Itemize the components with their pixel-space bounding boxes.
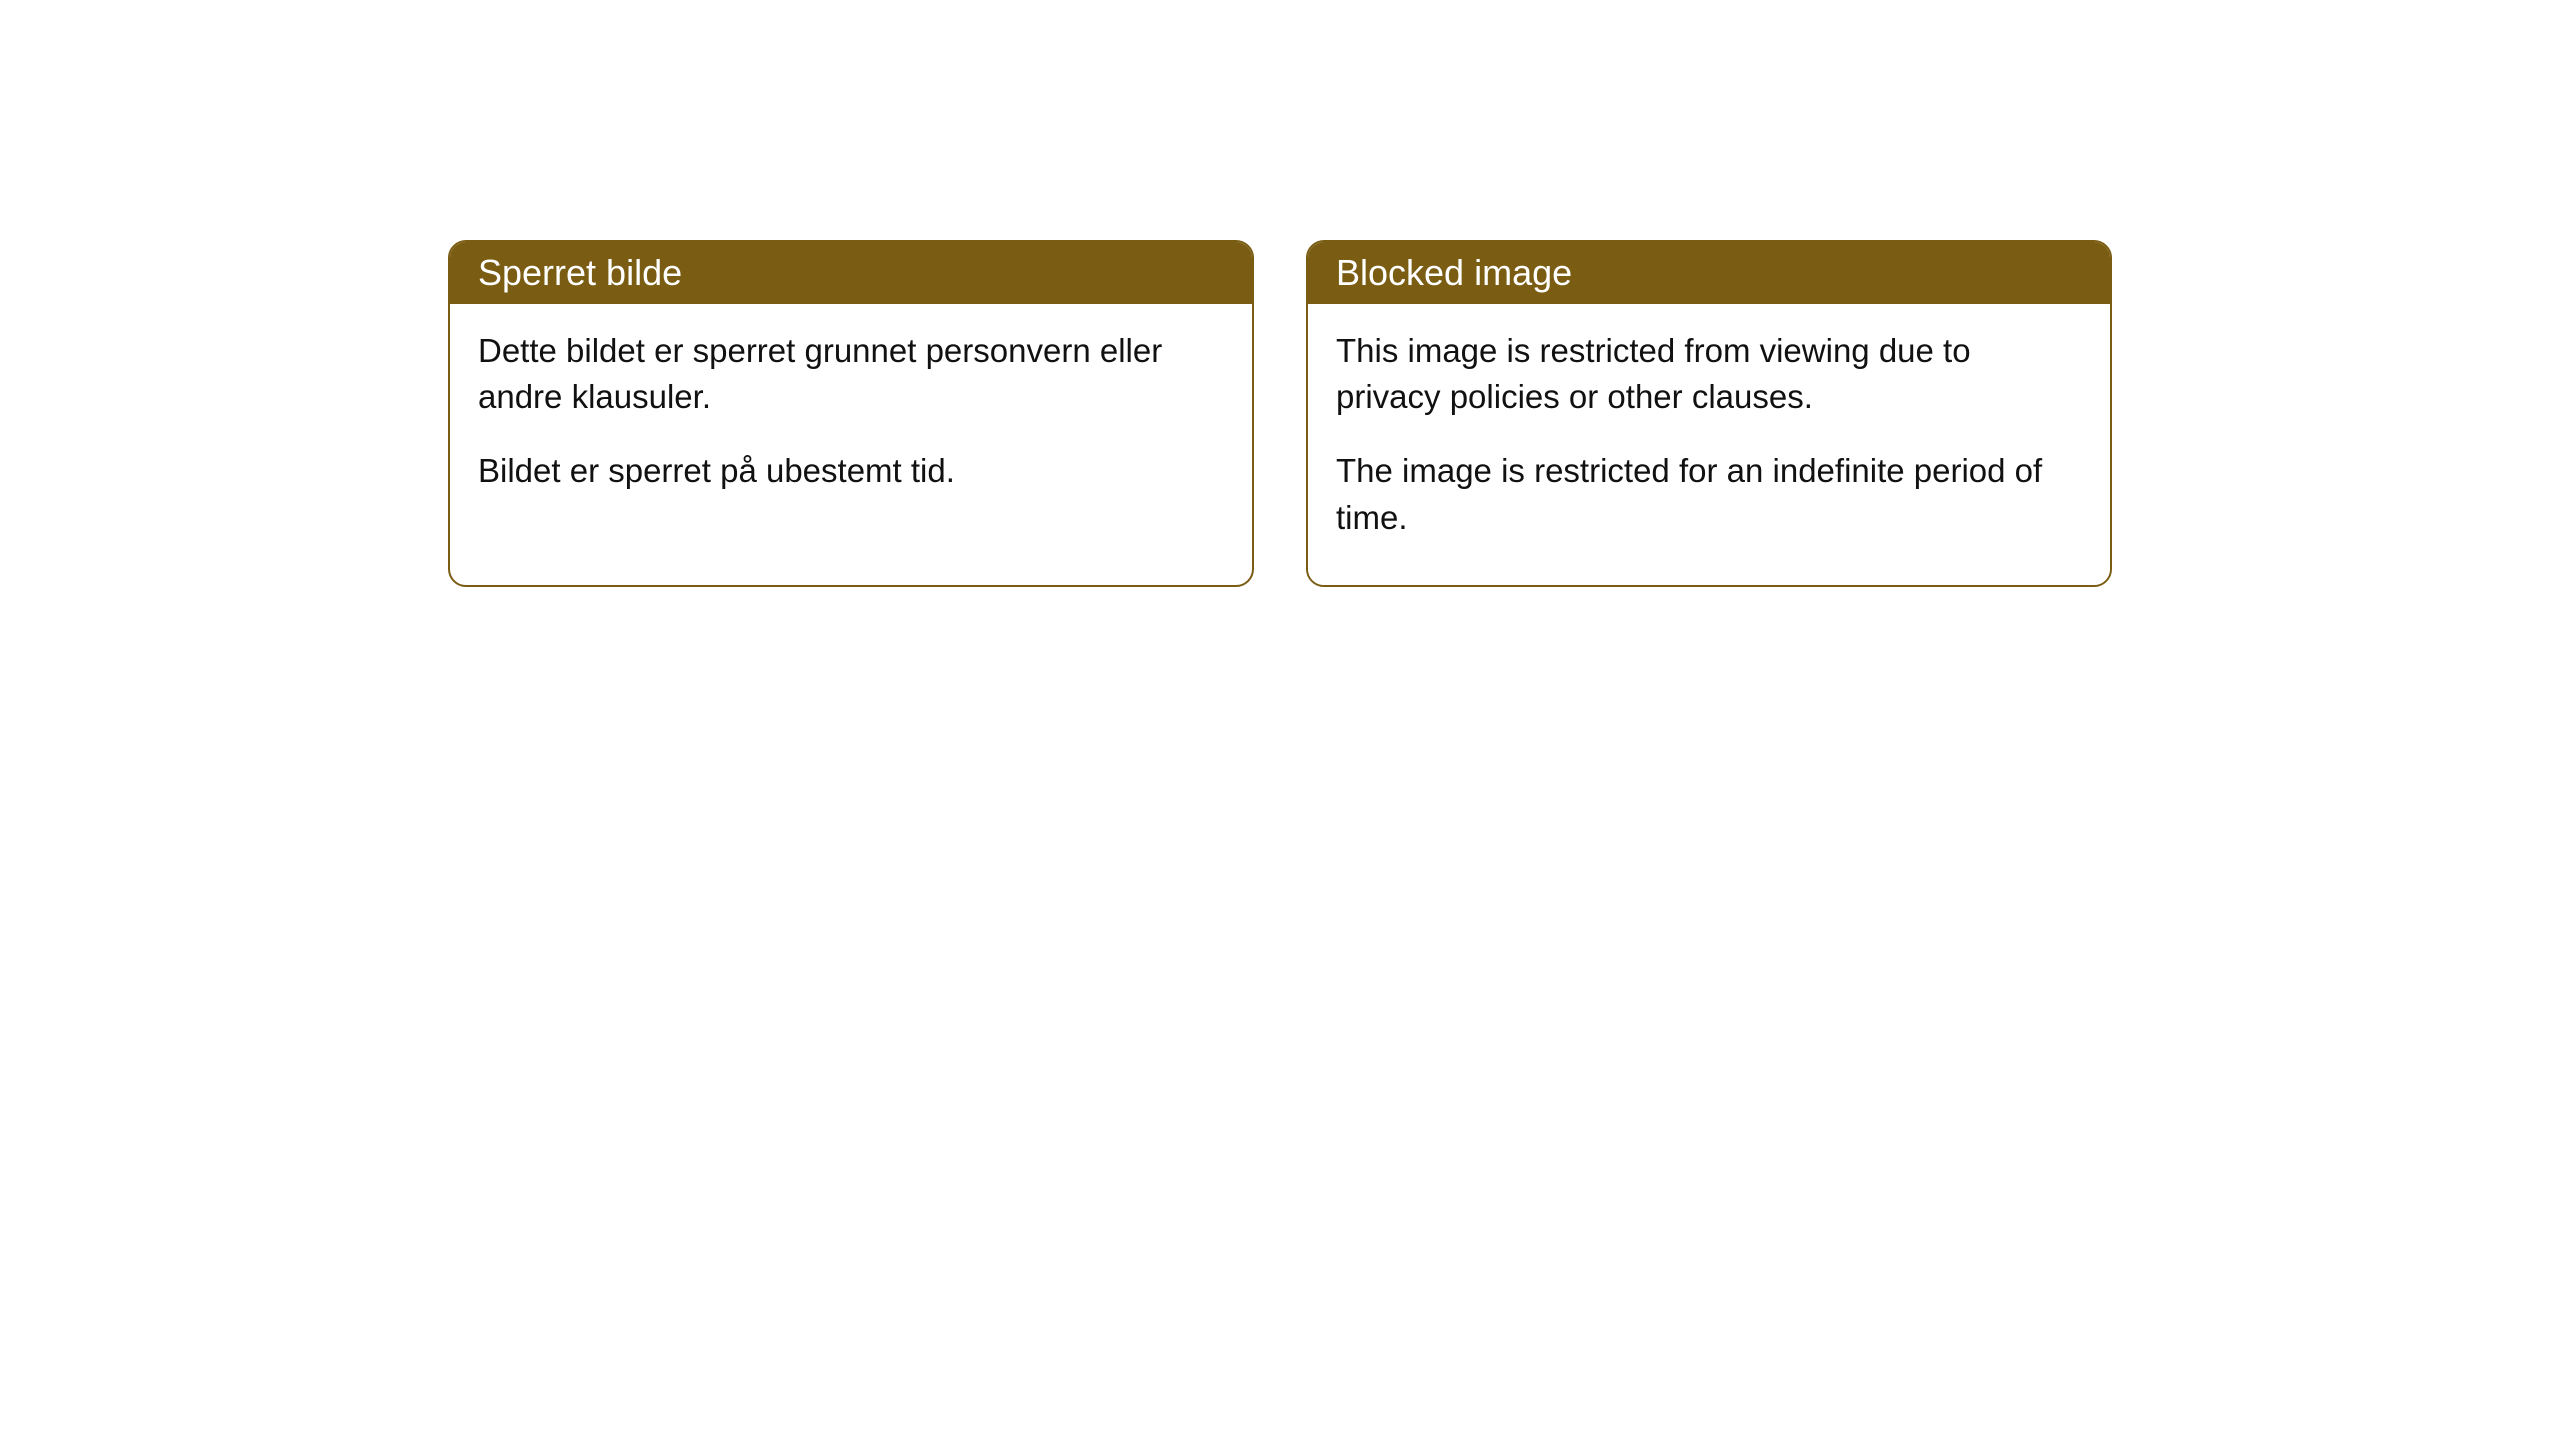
card-paragraph-1: Dette bildet er sperret grunnet personve… — [478, 328, 1224, 420]
card-paragraph-2: The image is restricted for an indefinit… — [1336, 448, 2082, 540]
cards-container: Sperret bilde Dette bildet er sperret gr… — [448, 240, 2560, 587]
card-title: Blocked image — [1336, 252, 1572, 293]
card-body: This image is restricted from viewing du… — [1308, 304, 2110, 585]
card-paragraph-1: This image is restricted from viewing du… — [1336, 328, 2082, 420]
card-title: Sperret bilde — [478, 252, 682, 293]
blocked-image-card-english: Blocked image This image is restricted f… — [1306, 240, 2112, 587]
card-header: Sperret bilde — [450, 242, 1252, 304]
card-header: Blocked image — [1308, 242, 2110, 304]
card-paragraph-2: Bildet er sperret på ubestemt tid. — [478, 448, 1224, 494]
blocked-image-card-norwegian: Sperret bilde Dette bildet er sperret gr… — [448, 240, 1254, 587]
card-body: Dette bildet er sperret grunnet personve… — [450, 304, 1252, 539]
